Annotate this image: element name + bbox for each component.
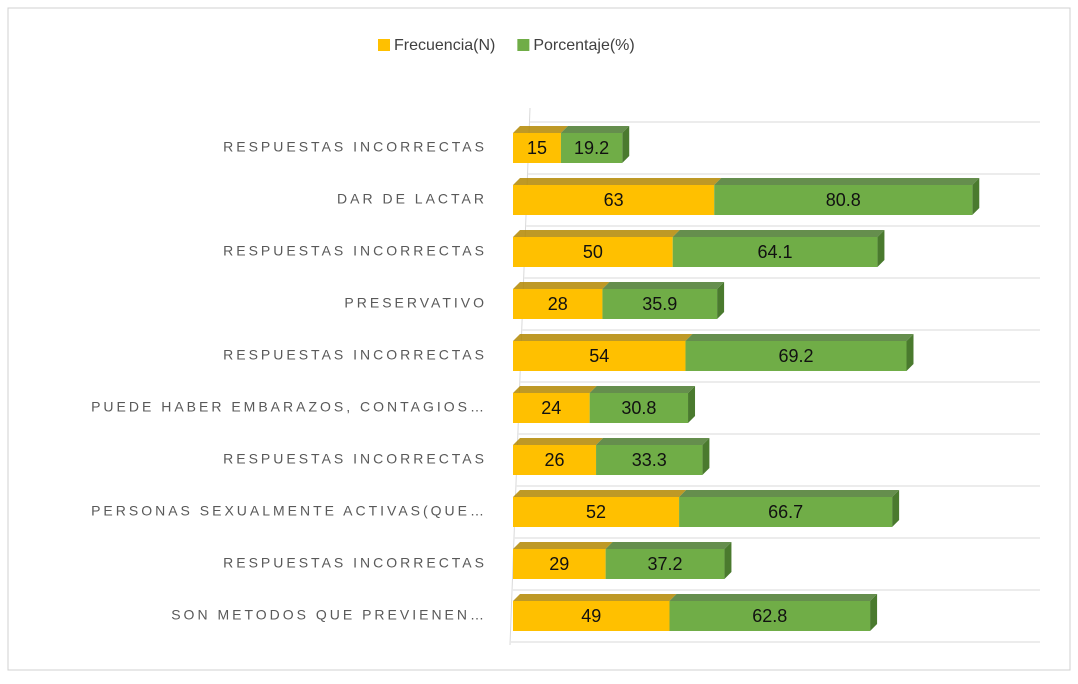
legend-swatch [517, 39, 530, 51]
bar [596, 445, 703, 475]
data-label: 26 [545, 450, 565, 470]
category-label: PERSONAS SEXUALMENTE ACTIVAS(QUE… [91, 503, 487, 519]
data-label: 80.8 [826, 190, 861, 210]
bar-side [717, 282, 725, 319]
bar [513, 393, 590, 423]
bar-top [596, 438, 710, 445]
category-label: RESPUESTAS INCORRECTAS [223, 243, 487, 259]
bar [589, 393, 689, 423]
bar [513, 185, 715, 215]
bar [513, 549, 606, 579]
bar-top [560, 126, 630, 133]
bar-top [513, 386, 597, 393]
bar-top [605, 542, 732, 549]
data-label: 29 [549, 554, 569, 574]
bar-top [714, 178, 980, 185]
bar-top [685, 334, 914, 341]
bar [513, 289, 603, 319]
data-label: 28 [548, 294, 568, 314]
bar [513, 601, 670, 631]
bar [513, 445, 597, 475]
category-label: RESPUESTAS INCORRECTAS [223, 347, 487, 363]
data-label: 30.8 [621, 398, 656, 418]
bar-side [877, 230, 885, 267]
bar [602, 289, 718, 319]
data-label: 33.3 [632, 450, 667, 470]
bar-top [679, 490, 900, 497]
data-label: 35.9 [642, 294, 677, 314]
bar [560, 133, 623, 163]
bar-side [724, 542, 732, 579]
bar [685, 341, 907, 371]
data-label: 62.8 [752, 606, 787, 626]
bar-top [513, 438, 604, 445]
bar-top [513, 282, 610, 289]
bar-top [513, 126, 568, 133]
data-label: 37.2 [648, 554, 683, 574]
data-label: 15 [527, 138, 547, 158]
bar-side [622, 126, 630, 163]
data-label: 52 [586, 502, 606, 522]
data-label: 63 [604, 190, 624, 210]
bar [513, 341, 686, 371]
category-label: RESPUESTAS INCORRECTAS [223, 139, 487, 155]
bar [605, 549, 725, 579]
bar [714, 185, 973, 215]
bar-side [870, 594, 878, 631]
bar-top [513, 230, 680, 237]
data-label: 66.7 [768, 502, 803, 522]
data-label: 24 [541, 398, 561, 418]
bar-side [892, 490, 900, 527]
bar-side [702, 438, 710, 475]
bar-top [669, 594, 878, 601]
category-label: PRESERVATIVO [344, 295, 487, 311]
data-label: 64.1 [758, 242, 793, 262]
bar [672, 237, 878, 267]
bar-top [602, 282, 725, 289]
bar [513, 133, 561, 163]
bar [513, 497, 680, 527]
category-label: DAR DE LACTAR [337, 191, 487, 207]
bar-top [513, 594, 677, 601]
bar-top [672, 230, 885, 237]
bar [679, 497, 893, 527]
legend-label: Frecuencia(N) [394, 37, 495, 54]
bar [669, 601, 871, 631]
data-label: 50 [583, 242, 603, 262]
data-label: 19.2 [574, 138, 609, 158]
bar-top [513, 178, 722, 185]
bar-side [972, 178, 980, 215]
category-label: SON METODOS QUE PREVIENEN… [171, 607, 487, 623]
legend-swatch [378, 39, 390, 51]
bar-top [589, 386, 696, 393]
legend-label: Porcentaje(%) [533, 37, 634, 54]
data-label: 69.2 [778, 346, 813, 366]
bar-top [513, 490, 687, 497]
bar-top [513, 542, 613, 549]
category-label: RESPUESTAS INCORRECTAS [223, 451, 487, 467]
bar-top [513, 334, 693, 341]
bar-side [906, 334, 914, 371]
category-label: PUEDE HABER EMBARAZOS, CONTAGIOS… [91, 399, 487, 415]
data-label: 49 [581, 606, 601, 626]
bar [513, 237, 673, 267]
bar-side [688, 386, 696, 423]
category-label: RESPUESTAS INCORRECTAS [223, 555, 487, 571]
data-label: 54 [589, 346, 609, 366]
